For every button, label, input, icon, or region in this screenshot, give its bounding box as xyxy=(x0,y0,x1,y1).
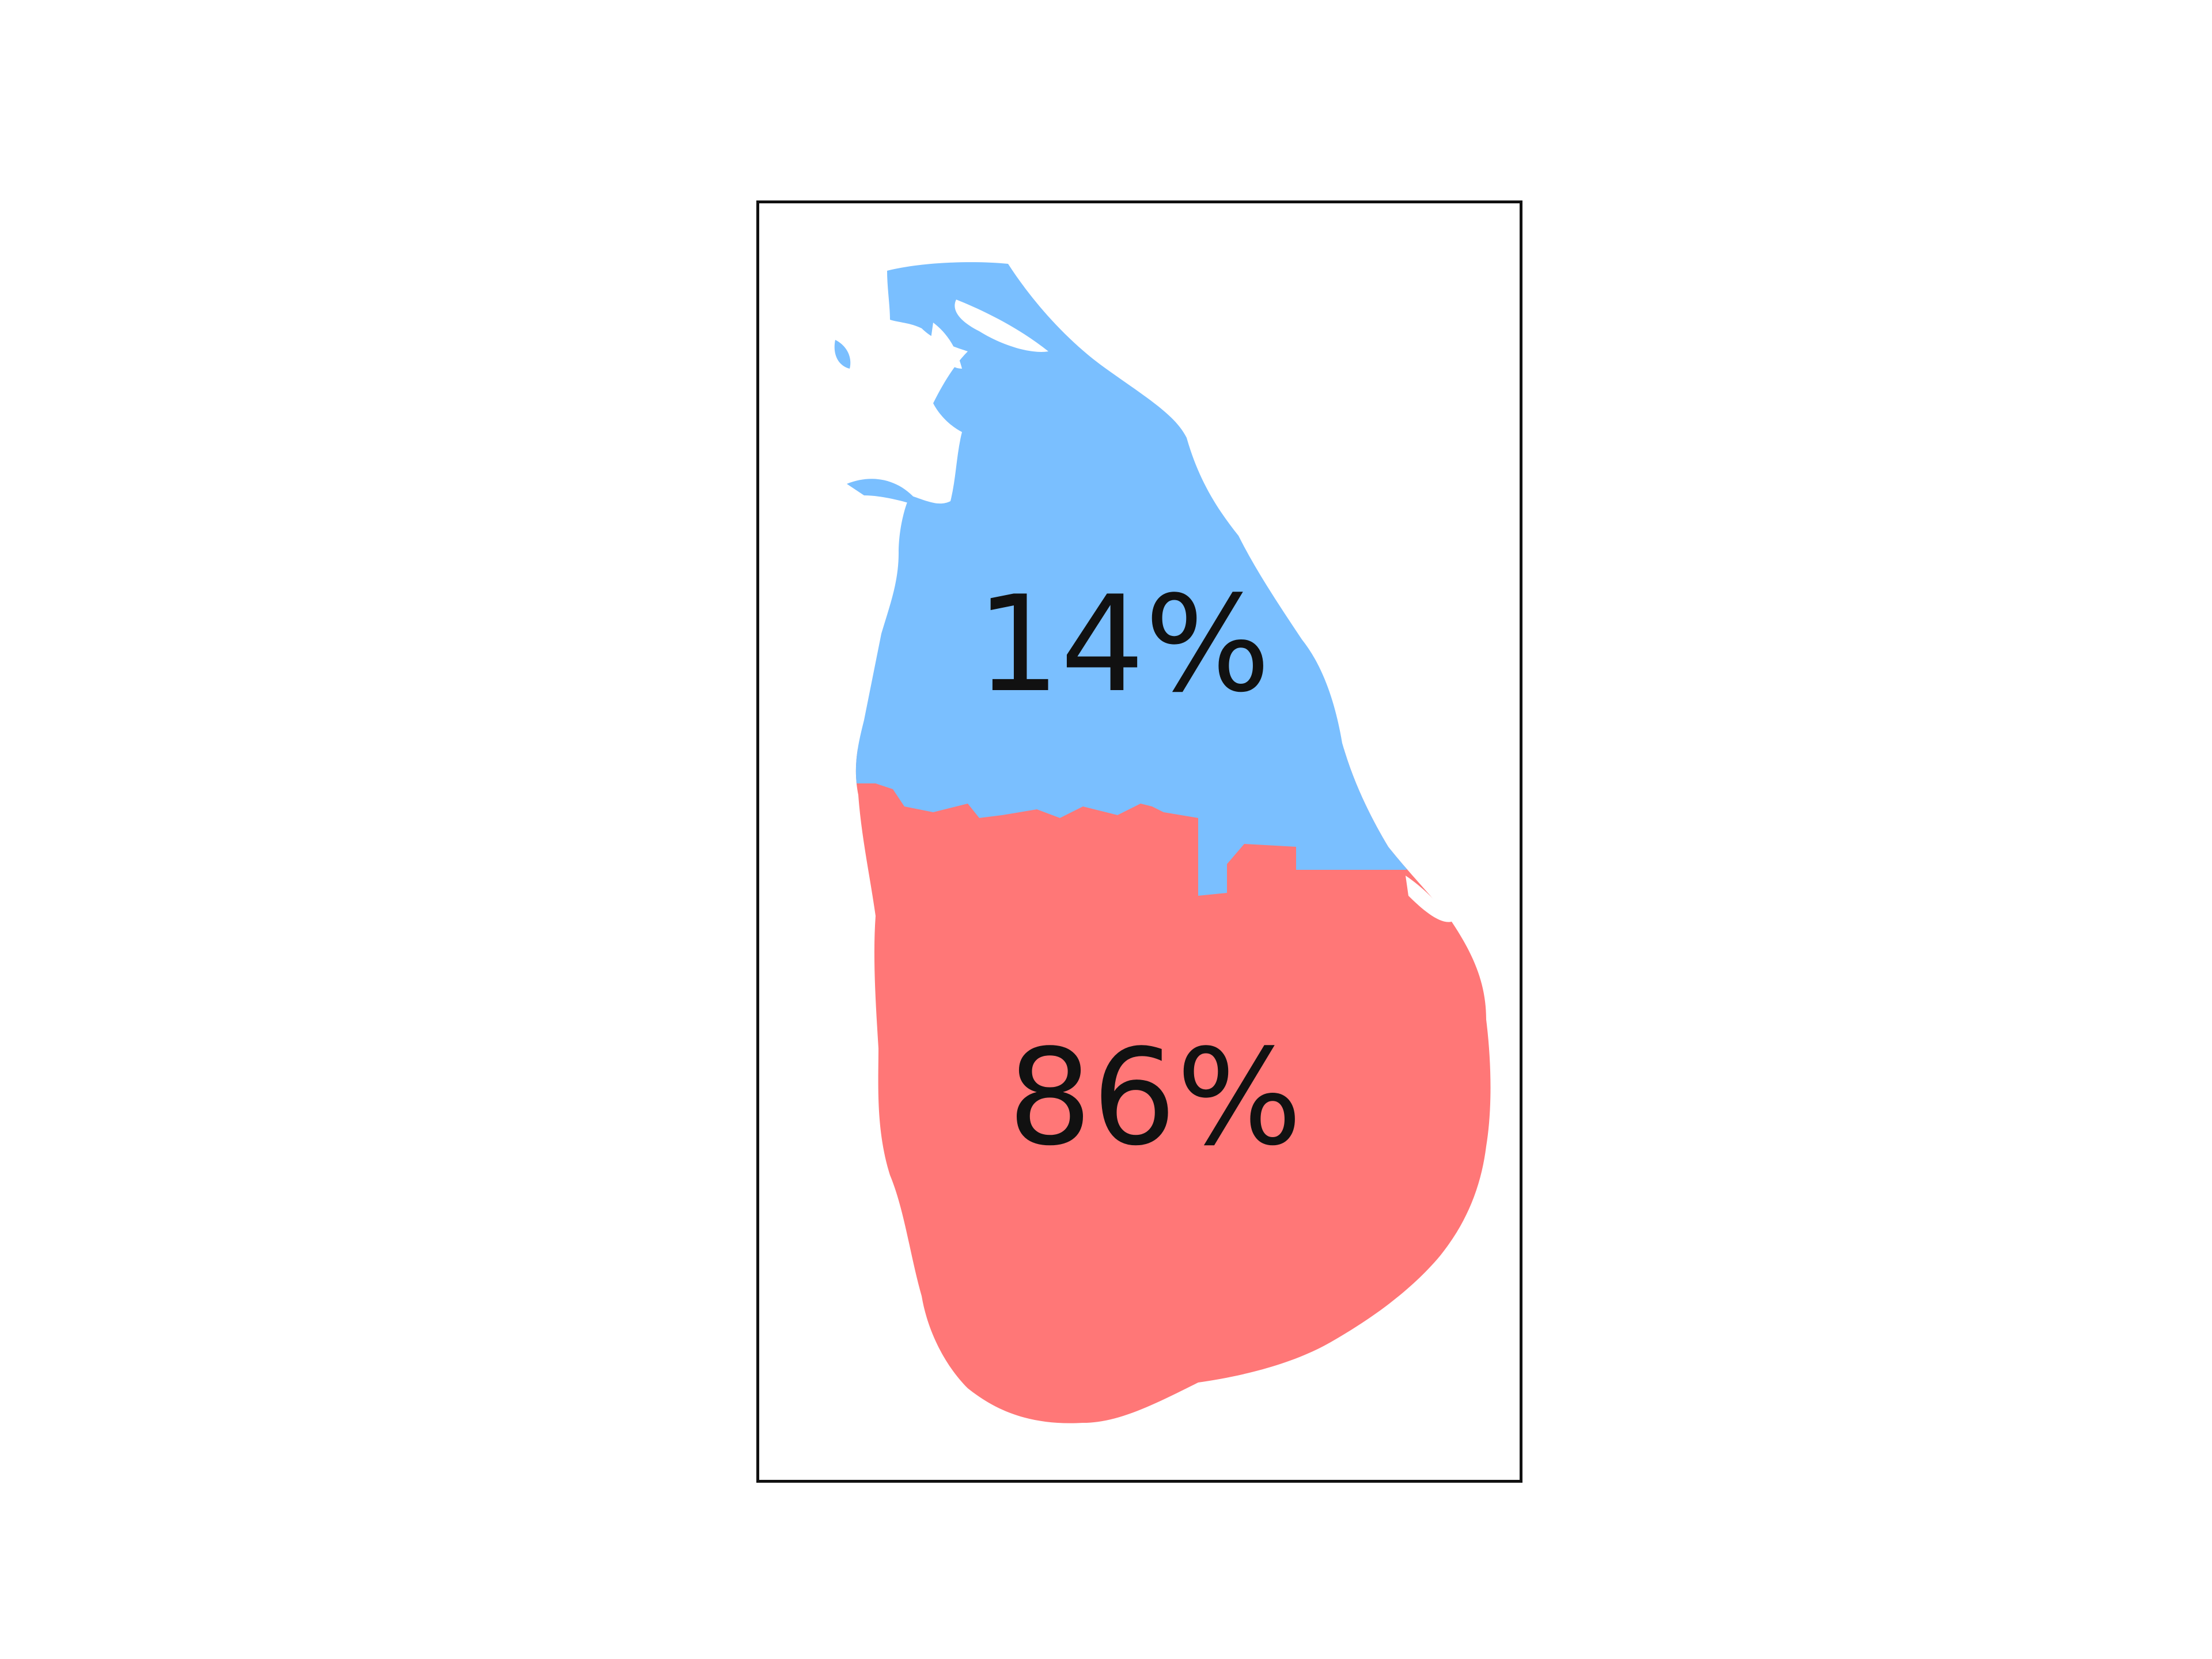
region-label-south-west: 86% xyxy=(1007,1021,1302,1175)
region-label-north-east: 14% xyxy=(976,568,1270,722)
northern-lagoon-details xyxy=(834,300,1452,922)
region-north-east xyxy=(855,262,1491,896)
